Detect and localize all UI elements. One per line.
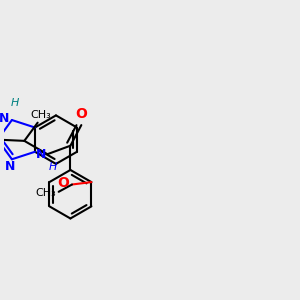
Text: N: N	[35, 148, 46, 161]
Text: O: O	[75, 107, 87, 121]
Text: N: N	[0, 112, 10, 125]
Text: H: H	[11, 98, 19, 108]
Text: CH₃: CH₃	[35, 188, 56, 198]
Text: CH₃: CH₃	[30, 110, 51, 120]
Text: H: H	[49, 162, 58, 172]
Text: N: N	[5, 160, 16, 173]
Text: O: O	[57, 176, 69, 190]
